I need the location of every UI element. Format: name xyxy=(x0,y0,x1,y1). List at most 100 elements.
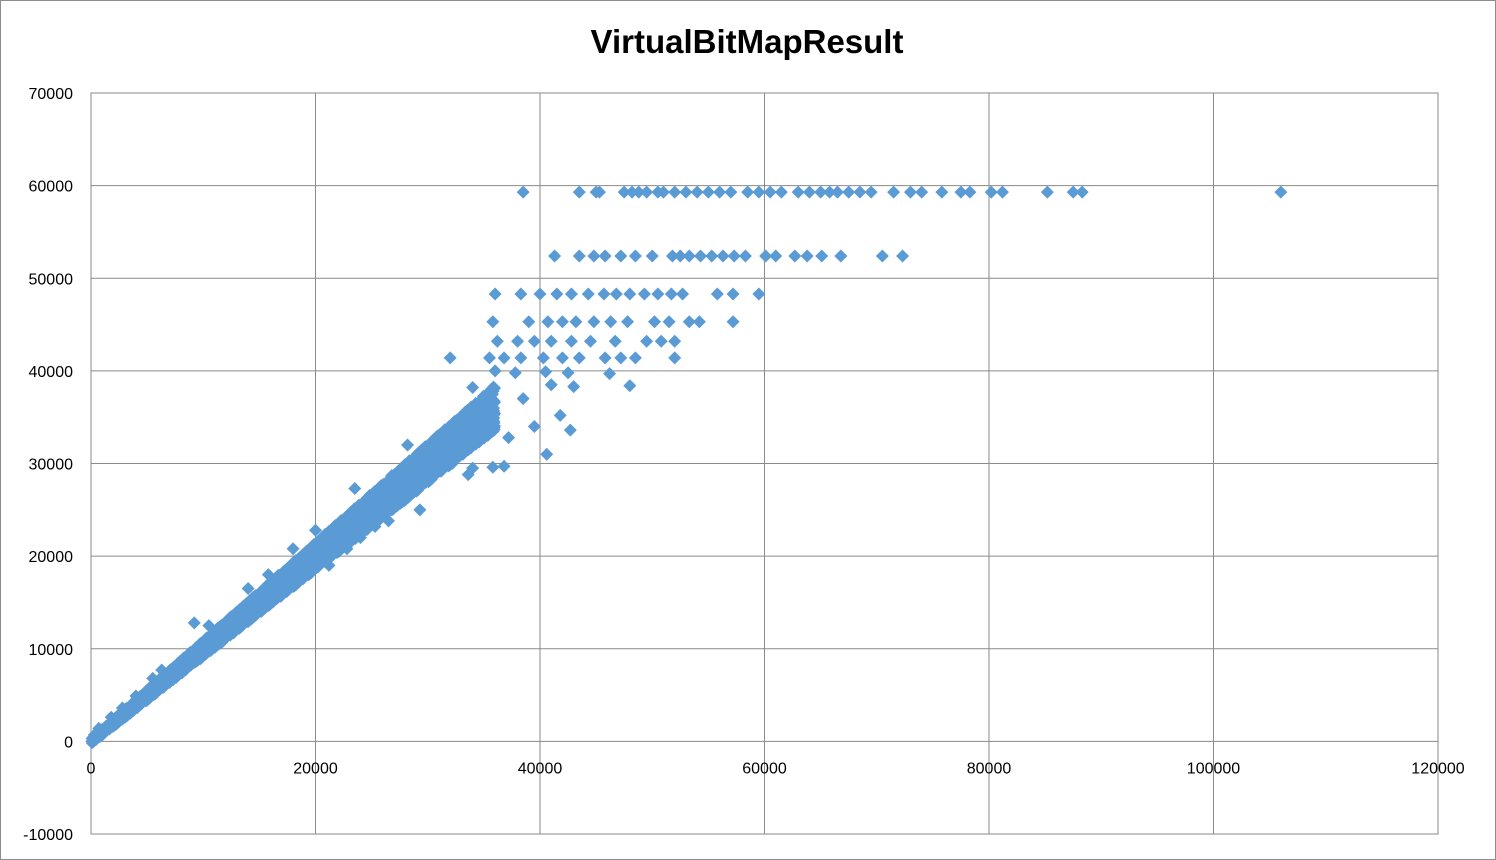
data-point xyxy=(283,572,297,586)
data-point xyxy=(355,519,368,532)
data-point xyxy=(393,479,407,493)
data-point xyxy=(617,185,631,199)
plot-area xyxy=(90,92,1439,835)
data-point xyxy=(738,249,752,263)
y-tick-label: 40000 xyxy=(29,364,74,381)
data-point xyxy=(342,525,355,538)
data-point xyxy=(664,287,678,301)
data-point xyxy=(935,185,949,199)
data-point xyxy=(864,185,878,199)
data-point xyxy=(319,538,332,551)
y-tick-label: 20000 xyxy=(29,549,74,566)
data-point xyxy=(587,249,601,263)
data-point xyxy=(497,459,511,473)
data-point xyxy=(651,287,665,301)
data-point xyxy=(314,554,327,567)
data-point xyxy=(561,366,575,380)
y-tick-label: -10000 xyxy=(23,827,73,844)
data-point xyxy=(614,351,628,365)
data-point xyxy=(348,482,362,496)
axis-labels: 0 20000 40000 60000 80000 100000 120000 -10000 0… xyxy=(23,86,1465,844)
data-point xyxy=(378,489,391,502)
data-point xyxy=(413,461,426,474)
data-point xyxy=(276,566,289,579)
data-point xyxy=(726,315,740,329)
data-point xyxy=(231,622,244,635)
data-point xyxy=(249,606,262,619)
data-point xyxy=(522,315,536,329)
data-points xyxy=(85,185,1288,750)
data-point xyxy=(1066,185,1080,199)
data-point xyxy=(415,443,429,457)
data-point xyxy=(788,249,802,263)
data-point xyxy=(340,542,354,556)
data-point xyxy=(381,514,395,528)
data-point xyxy=(466,381,480,395)
data-point xyxy=(219,628,233,642)
data-point xyxy=(536,351,550,365)
data-point xyxy=(774,185,788,199)
data-point xyxy=(802,185,816,199)
data-point xyxy=(544,334,558,348)
data-point xyxy=(146,689,159,702)
y-tick-label: 30000 xyxy=(29,457,74,474)
data-point xyxy=(694,249,708,263)
data-point xyxy=(487,403,500,416)
data-point xyxy=(548,249,562,263)
data-point xyxy=(399,469,412,482)
data-point xyxy=(426,467,440,481)
data-point xyxy=(673,249,687,263)
grid xyxy=(90,92,1439,835)
data-point xyxy=(544,378,558,392)
data-point xyxy=(572,249,586,263)
data-point xyxy=(486,315,500,329)
data-point xyxy=(290,564,303,577)
data-point xyxy=(241,582,255,596)
data-point xyxy=(413,503,427,517)
data-point xyxy=(1075,185,1089,199)
data-point xyxy=(527,334,541,348)
data-point xyxy=(614,249,628,263)
data-point xyxy=(533,287,547,301)
data-point xyxy=(443,422,456,435)
data-point xyxy=(441,445,455,459)
data-point xyxy=(834,249,848,263)
data-point xyxy=(645,249,659,263)
data-point xyxy=(954,185,968,199)
data-point xyxy=(322,558,336,572)
data-point xyxy=(625,185,639,199)
data-point xyxy=(353,531,367,545)
data-point xyxy=(179,657,193,671)
data-point xyxy=(297,563,311,577)
data-point xyxy=(640,185,654,199)
data-point xyxy=(608,334,622,348)
data-point xyxy=(679,185,693,199)
data-point xyxy=(604,315,618,329)
data-point xyxy=(830,185,844,199)
data-point xyxy=(478,428,491,441)
data-point xyxy=(202,619,216,633)
data-point xyxy=(461,468,475,482)
data-point xyxy=(385,469,399,483)
data-point xyxy=(637,287,651,301)
data-point xyxy=(682,249,696,263)
data-point xyxy=(759,249,773,263)
data-point xyxy=(598,249,612,263)
data-point xyxy=(516,392,530,406)
y-tick-label: 10000 xyxy=(29,642,74,659)
data-point xyxy=(903,185,917,199)
data-point xyxy=(563,423,577,437)
data-point xyxy=(716,249,730,263)
data-point xyxy=(853,185,867,199)
data-point xyxy=(628,351,642,365)
data-point xyxy=(668,185,682,199)
x-tick-label: 40000 xyxy=(518,760,563,777)
data-point xyxy=(741,185,755,199)
data-point xyxy=(443,351,457,365)
data-point xyxy=(309,523,322,537)
data-point xyxy=(692,315,706,329)
data-point xyxy=(482,386,495,399)
data-point xyxy=(286,542,300,556)
data-point xyxy=(592,185,606,199)
